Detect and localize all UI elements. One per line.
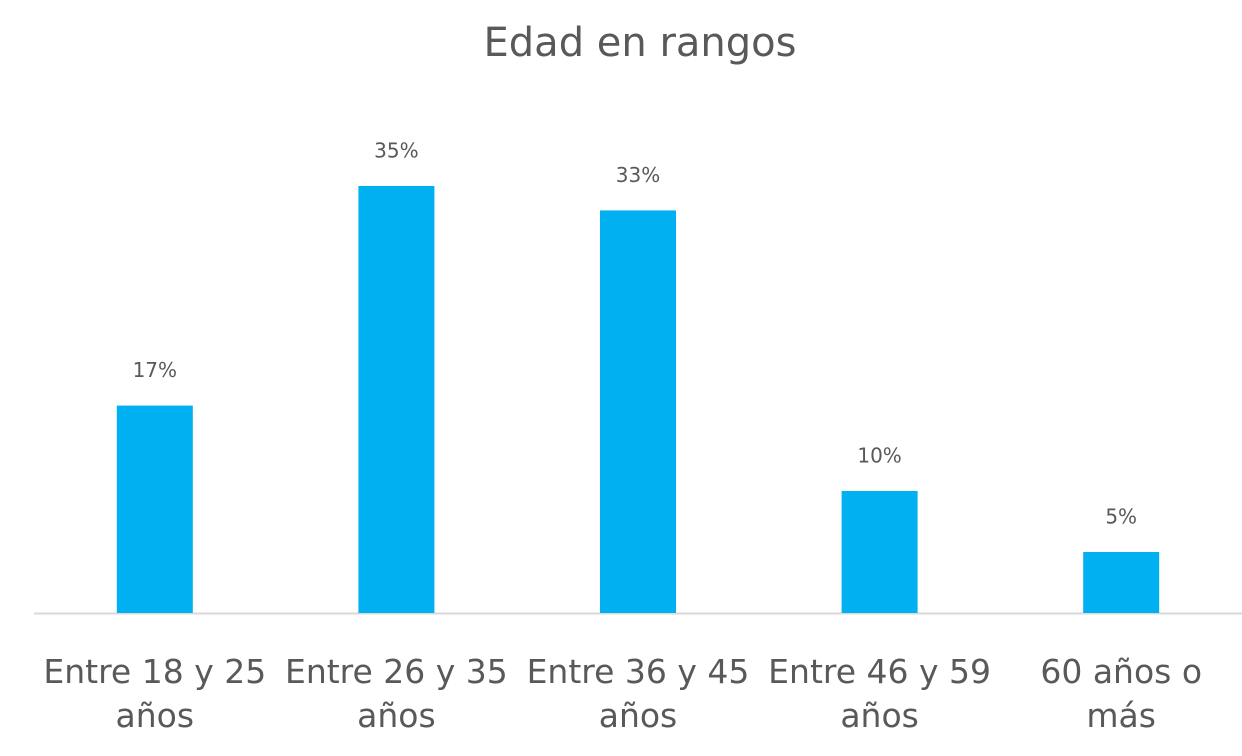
bar xyxy=(358,186,435,613)
data-label: 10% xyxy=(857,444,901,468)
chart-title: Edad en rangos xyxy=(484,20,797,66)
data-label: 35% xyxy=(374,139,418,163)
x-tick-label: Entre 26 y 35 años xyxy=(284,652,508,735)
data-label: 33% xyxy=(616,163,660,187)
bar xyxy=(116,405,193,613)
x-tick-label: Entre 18 y 25 años xyxy=(43,652,267,735)
bar xyxy=(841,491,918,613)
x-tick-label: Entre 46 y 59 años xyxy=(768,652,992,735)
bar xyxy=(600,210,676,613)
x-tick-label: Entre 36 y 45 años xyxy=(526,652,750,735)
data-label: 5% xyxy=(1105,505,1137,529)
data-label: 17% xyxy=(133,358,177,382)
bar xyxy=(1083,552,1160,613)
x-tick-label: 60 años o más xyxy=(1040,652,1203,735)
